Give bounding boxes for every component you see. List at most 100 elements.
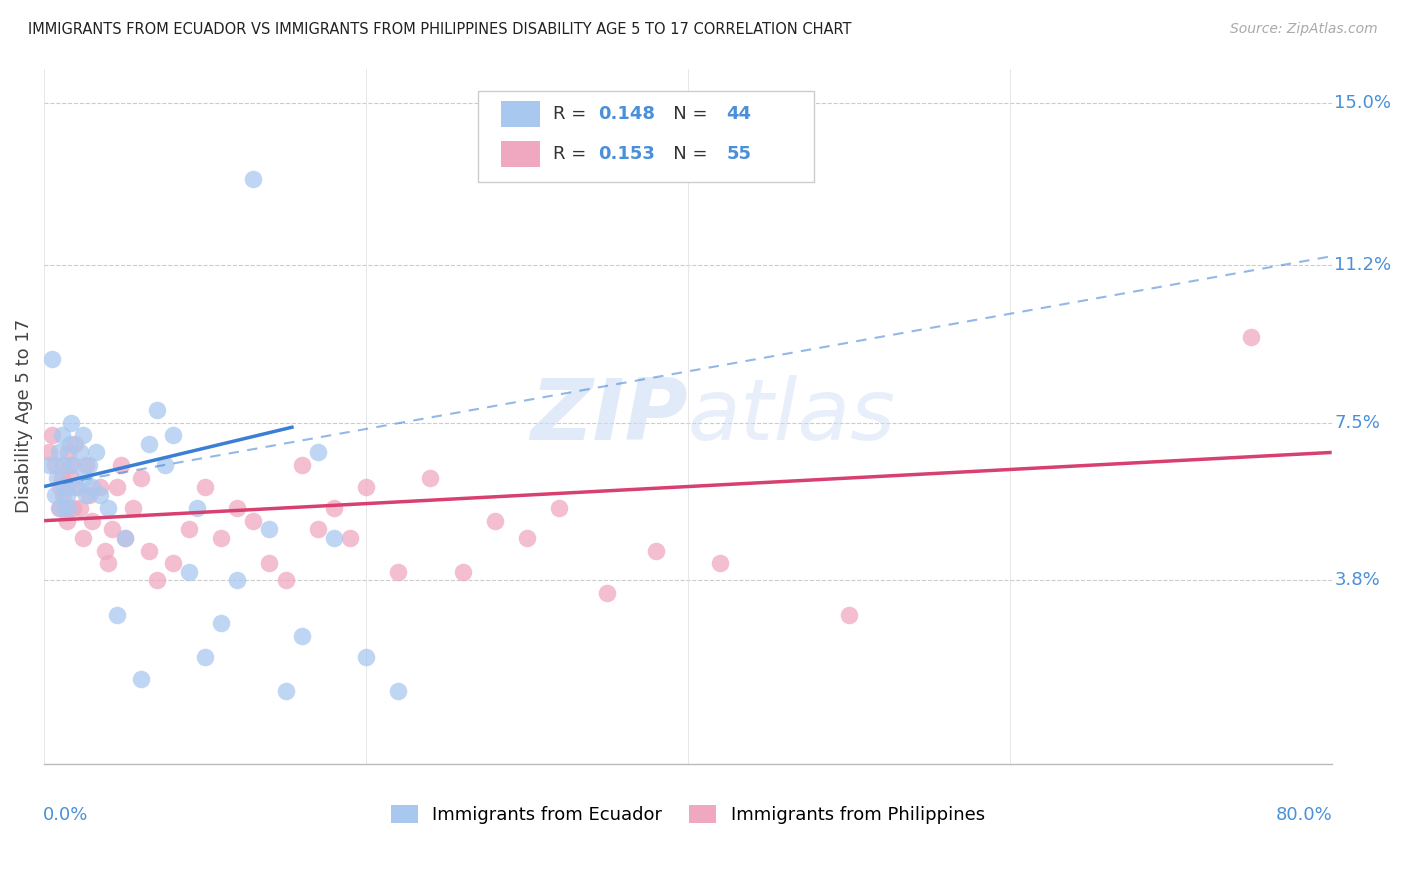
Point xyxy=(44,458,66,473)
Point xyxy=(709,557,731,571)
Point xyxy=(259,557,281,571)
Point xyxy=(186,500,208,515)
Point xyxy=(73,471,96,485)
Point xyxy=(114,531,136,545)
Legend: Immigrants from Ecuador, Immigrants from Philippines: Immigrants from Ecuador, Immigrants from… xyxy=(391,805,986,824)
Point xyxy=(194,479,217,493)
Point xyxy=(82,514,104,528)
Point xyxy=(44,488,66,502)
Point xyxy=(322,531,344,545)
Point xyxy=(209,531,232,545)
Point xyxy=(46,471,69,485)
Point xyxy=(89,488,111,502)
Text: ZIP: ZIP xyxy=(530,375,688,458)
Point xyxy=(72,531,94,545)
Point xyxy=(177,522,200,536)
Point xyxy=(596,586,619,600)
Text: 3.8%: 3.8% xyxy=(1334,572,1381,590)
Point xyxy=(38,458,60,473)
Point xyxy=(307,522,329,536)
Point xyxy=(274,574,297,588)
Point xyxy=(55,488,77,502)
Point xyxy=(110,458,132,473)
Point xyxy=(49,500,72,515)
Point xyxy=(242,172,264,186)
Point xyxy=(339,531,361,545)
Point xyxy=(146,402,169,417)
Text: 0.153: 0.153 xyxy=(598,145,655,163)
Point xyxy=(52,488,75,502)
Text: IMMIGRANTS FROM ECUADOR VS IMMIGRANTS FROM PHILIPPINES DISABILITY AGE 5 TO 17 CO: IMMIGRANTS FROM ECUADOR VS IMMIGRANTS FR… xyxy=(28,22,852,37)
Point xyxy=(291,458,314,473)
Point xyxy=(41,351,63,366)
Point xyxy=(100,522,122,536)
Point xyxy=(75,458,97,473)
Point xyxy=(38,445,60,459)
Y-axis label: Disability Age 5 to 17: Disability Age 5 to 17 xyxy=(15,319,32,513)
Text: 0.0%: 0.0% xyxy=(42,805,89,823)
Point xyxy=(53,500,76,515)
Point xyxy=(162,557,184,571)
Point xyxy=(63,437,86,451)
FancyBboxPatch shape xyxy=(501,141,540,168)
Point xyxy=(41,428,63,442)
Point xyxy=(162,428,184,442)
Point xyxy=(242,514,264,528)
Point xyxy=(105,607,128,622)
Point xyxy=(72,428,94,442)
Point xyxy=(121,500,143,515)
Point xyxy=(58,500,80,515)
Point xyxy=(55,514,77,528)
Point xyxy=(177,565,200,579)
Point xyxy=(1240,330,1263,344)
Point xyxy=(194,650,217,665)
FancyBboxPatch shape xyxy=(478,91,814,182)
Point xyxy=(58,445,80,459)
Point xyxy=(209,615,232,630)
Point xyxy=(77,458,100,473)
Text: 55: 55 xyxy=(727,145,752,163)
Point xyxy=(62,500,84,515)
Text: R =: R = xyxy=(553,105,592,123)
Point xyxy=(77,488,100,502)
Point xyxy=(146,574,169,588)
Text: 0.148: 0.148 xyxy=(598,105,655,123)
Point xyxy=(354,479,377,493)
Point xyxy=(838,607,860,622)
Text: 15.0%: 15.0% xyxy=(1334,94,1392,112)
Text: 11.2%: 11.2% xyxy=(1334,256,1392,274)
Point xyxy=(516,531,538,545)
Text: 7.5%: 7.5% xyxy=(1334,414,1381,432)
Point xyxy=(451,565,474,579)
Point xyxy=(138,543,160,558)
Point xyxy=(419,471,441,485)
Point xyxy=(291,629,314,643)
Text: N =: N = xyxy=(655,145,713,163)
Point xyxy=(52,458,75,473)
Point xyxy=(69,445,91,459)
Point xyxy=(259,522,281,536)
Point xyxy=(644,543,666,558)
Point xyxy=(59,458,82,473)
Point xyxy=(60,471,83,485)
Point xyxy=(84,445,107,459)
Point xyxy=(97,500,120,515)
Point xyxy=(548,500,571,515)
Point xyxy=(51,428,73,442)
Point xyxy=(307,445,329,459)
Point xyxy=(153,458,176,473)
Point xyxy=(129,672,152,686)
Point xyxy=(94,543,117,558)
Point xyxy=(105,479,128,493)
Point xyxy=(65,479,87,493)
Point xyxy=(274,684,297,698)
Point xyxy=(62,458,84,473)
Point xyxy=(69,500,91,515)
Point xyxy=(226,500,249,515)
FancyBboxPatch shape xyxy=(501,101,540,128)
Point xyxy=(322,500,344,515)
Point xyxy=(53,479,76,493)
Point xyxy=(59,437,82,451)
Point xyxy=(49,479,72,493)
Text: 44: 44 xyxy=(727,105,752,123)
